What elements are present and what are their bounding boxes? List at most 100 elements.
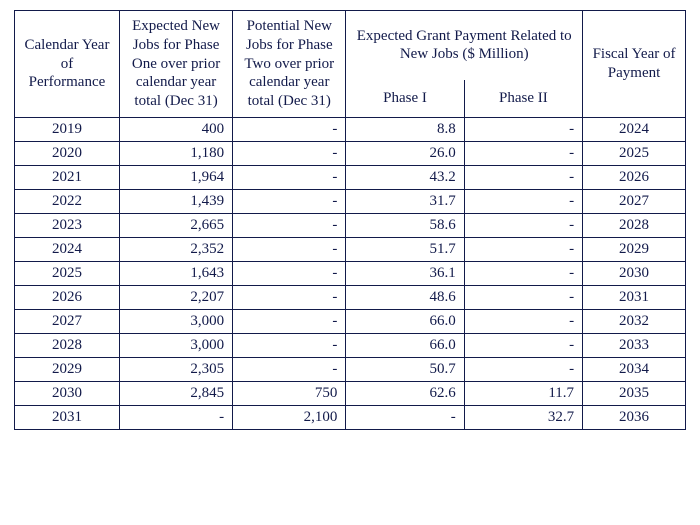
table-row: 20232,665-58.6-2028 — [15, 213, 686, 237]
cell-phase2-jobs: - — [233, 357, 346, 381]
cell-phase1-grant: 43.2 — [346, 165, 464, 189]
cell-phase2-grant: - — [464, 309, 582, 333]
cell-fiscal-year: 2032 — [583, 309, 686, 333]
table-row: 2019400-8.8-2024 — [15, 117, 686, 141]
cell-phase2-jobs: 750 — [233, 381, 346, 405]
cell-phase1-grant: 58.6 — [346, 213, 464, 237]
cell-phase1-grant: 62.6 — [346, 381, 464, 405]
cell-fiscal-year: 2031 — [583, 285, 686, 309]
cell-fiscal-year: 2033 — [583, 333, 686, 357]
cell-phase2-jobs: - — [233, 333, 346, 357]
cell-phase1-jobs: 3,000 — [119, 309, 232, 333]
table-row: 2031-2,100-32.72036 — [15, 405, 686, 429]
cell-fiscal-year: 2029 — [583, 237, 686, 261]
cell-phase2-jobs: - — [233, 117, 346, 141]
cell-phase1-jobs: 2,665 — [119, 213, 232, 237]
cell-phase1-jobs: 1,643 — [119, 261, 232, 285]
cell-phase2-grant: 32.7 — [464, 405, 582, 429]
cell-phase2-jobs: - — [233, 213, 346, 237]
cell-phase1-jobs: 2,305 — [119, 357, 232, 381]
cell-phase2-grant: - — [464, 333, 582, 357]
cell-phase2-grant: - — [464, 189, 582, 213]
header-grant-group: Expected Grant Payment Related to New Jo… — [346, 11, 583, 80]
header-grant-phase1: Phase I — [346, 80, 464, 118]
cell-phase2-jobs: - — [233, 237, 346, 261]
cell-fiscal-year: 2026 — [583, 165, 686, 189]
header-fiscal-year: Fiscal Year of Payment — [583, 11, 686, 118]
table-row: 20242,352-51.7-2029 — [15, 237, 686, 261]
cell-fiscal-year: 2025 — [583, 141, 686, 165]
cell-phase2-jobs: - — [233, 141, 346, 165]
cell-phase1-grant: - — [346, 405, 464, 429]
header-grant-phase2: Phase II — [464, 80, 582, 118]
header-phase2-jobs: Potential New Jobs for Phase Two over pr… — [233, 11, 346, 118]
cell-phase1-jobs: 2,352 — [119, 237, 232, 261]
cell-fiscal-year: 2030 — [583, 261, 686, 285]
cell-phase2-grant: 11.7 — [464, 381, 582, 405]
table-body: 2019400-8.8-202420201,180-26.0-202520211… — [15, 117, 686, 429]
cell-phase2-jobs: - — [233, 309, 346, 333]
cell-fiscal-year: 2035 — [583, 381, 686, 405]
cell-phase1-jobs: 1,439 — [119, 189, 232, 213]
cell-phase1-grant: 66.0 — [346, 309, 464, 333]
cell-phase2-grant: - — [464, 213, 582, 237]
header-calendar-year: Calendar Year of Performance — [15, 11, 120, 118]
header-phase1-jobs: Expected New Jobs for Phase One over pri… — [119, 11, 232, 118]
table-row: 20273,000-66.0-2032 — [15, 309, 686, 333]
cell-phase1-jobs: 3,000 — [119, 333, 232, 357]
cell-calendar-year: 2024 — [15, 237, 120, 261]
cell-fiscal-year: 2034 — [583, 357, 686, 381]
cell-calendar-year: 2022 — [15, 189, 120, 213]
cell-phase1-jobs: 2,207 — [119, 285, 232, 309]
table-row: 20283,000-66.0-2033 — [15, 333, 686, 357]
table-row: 20211,964-43.2-2026 — [15, 165, 686, 189]
cell-fiscal-year: 2027 — [583, 189, 686, 213]
cell-phase1-jobs: 1,964 — [119, 165, 232, 189]
cell-phase2-grant: - — [464, 117, 582, 141]
table-row: 20201,180-26.0-2025 — [15, 141, 686, 165]
cell-phase1-jobs: - — [119, 405, 232, 429]
cell-phase1-grant: 51.7 — [346, 237, 464, 261]
cell-phase1-grant: 26.0 — [346, 141, 464, 165]
table-row: 20221,439-31.7-2027 — [15, 189, 686, 213]
cell-calendar-year: 2021 — [15, 165, 120, 189]
cell-phase1-jobs: 1,180 — [119, 141, 232, 165]
cell-phase2-grant: - — [464, 165, 582, 189]
cell-phase1-grant: 48.6 — [346, 285, 464, 309]
cell-phase2-grant: - — [464, 261, 582, 285]
cell-phase1-jobs: 2,845 — [119, 381, 232, 405]
cell-calendar-year: 2019 — [15, 117, 120, 141]
cell-calendar-year: 2026 — [15, 285, 120, 309]
table-header: Calendar Year of Performance Expected Ne… — [15, 11, 686, 118]
table-row: 20262,207-48.6-2031 — [15, 285, 686, 309]
cell-calendar-year: 2027 — [15, 309, 120, 333]
cell-phase1-jobs: 400 — [119, 117, 232, 141]
cell-fiscal-year: 2024 — [583, 117, 686, 141]
cell-calendar-year: 2030 — [15, 381, 120, 405]
cell-phase1-grant: 36.1 — [346, 261, 464, 285]
cell-phase2-grant: - — [464, 237, 582, 261]
cell-phase1-grant: 8.8 — [346, 117, 464, 141]
cell-fiscal-year: 2036 — [583, 405, 686, 429]
cell-fiscal-year: 2028 — [583, 213, 686, 237]
cell-calendar-year: 2023 — [15, 213, 120, 237]
cell-phase2-grant: - — [464, 357, 582, 381]
cell-phase2-grant: - — [464, 285, 582, 309]
jobs-grant-table: Calendar Year of Performance Expected Ne… — [14, 10, 686, 430]
cell-phase2-jobs: - — [233, 261, 346, 285]
table-row: 20251,643-36.1-2030 — [15, 261, 686, 285]
cell-phase1-grant: 66.0 — [346, 333, 464, 357]
cell-calendar-year: 2031 — [15, 405, 120, 429]
cell-calendar-year: 2029 — [15, 357, 120, 381]
cell-calendar-year: 2028 — [15, 333, 120, 357]
cell-phase1-grant: 50.7 — [346, 357, 464, 381]
cell-calendar-year: 2020 — [15, 141, 120, 165]
table-row: 20302,84575062.611.72035 — [15, 381, 686, 405]
cell-phase2-jobs: - — [233, 189, 346, 213]
table-row: 20292,305-50.7-2034 — [15, 357, 686, 381]
cell-phase2-grant: - — [464, 141, 582, 165]
cell-phase2-jobs: - — [233, 285, 346, 309]
cell-phase2-jobs: 2,100 — [233, 405, 346, 429]
cell-phase2-jobs: - — [233, 165, 346, 189]
cell-calendar-year: 2025 — [15, 261, 120, 285]
